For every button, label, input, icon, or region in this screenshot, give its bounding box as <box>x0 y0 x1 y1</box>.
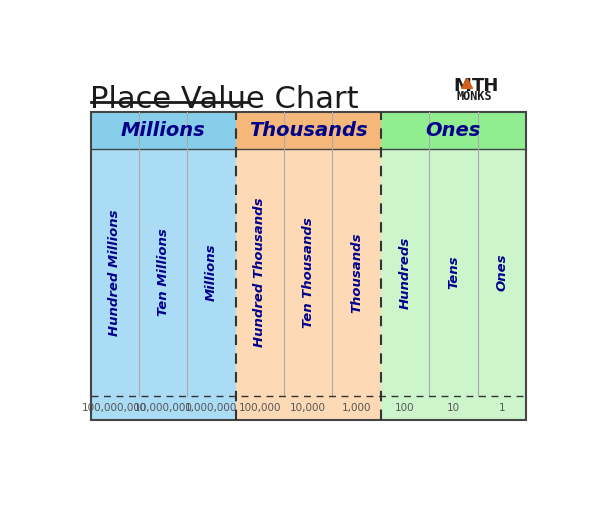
Bar <box>91 112 526 419</box>
Text: M: M <box>453 77 471 95</box>
Text: Hundred Millions: Hundred Millions <box>108 209 121 336</box>
Text: 100,000,000: 100,000,000 <box>82 403 148 413</box>
Text: Tens: Tens <box>447 256 460 289</box>
Text: Ten Thousands: Ten Thousands <box>302 217 315 328</box>
Text: Ones: Ones <box>426 120 481 140</box>
Bar <box>236 148 381 419</box>
Text: 100,000: 100,000 <box>239 403 281 413</box>
Text: Hundred Thousands: Hundred Thousands <box>253 198 266 347</box>
Text: Ones: Ones <box>496 254 508 291</box>
Text: 100: 100 <box>395 403 415 413</box>
Bar <box>236 112 381 148</box>
Text: Millions: Millions <box>121 120 205 140</box>
Text: TH: TH <box>472 77 499 95</box>
Bar <box>91 112 236 148</box>
Text: 10: 10 <box>447 403 460 413</box>
Text: Hundreds: Hundreds <box>398 236 412 309</box>
Text: Millions: Millions <box>205 244 218 301</box>
Text: 1,000,000: 1,000,000 <box>185 403 238 413</box>
Bar <box>91 148 236 419</box>
Polygon shape <box>462 78 473 88</box>
Text: Thousands: Thousands <box>249 120 368 140</box>
Text: Place Value Chart: Place Value Chart <box>91 85 359 114</box>
Text: Ten Millions: Ten Millions <box>157 228 170 317</box>
Bar <box>381 148 526 419</box>
Text: 1: 1 <box>499 403 505 413</box>
Text: MONKS: MONKS <box>457 90 492 103</box>
Text: 1,000: 1,000 <box>342 403 371 413</box>
Bar <box>381 112 526 148</box>
Text: 10,000: 10,000 <box>290 403 326 413</box>
Text: Thousands: Thousands <box>350 232 363 313</box>
Text: 10,000,000: 10,000,000 <box>134 403 193 413</box>
